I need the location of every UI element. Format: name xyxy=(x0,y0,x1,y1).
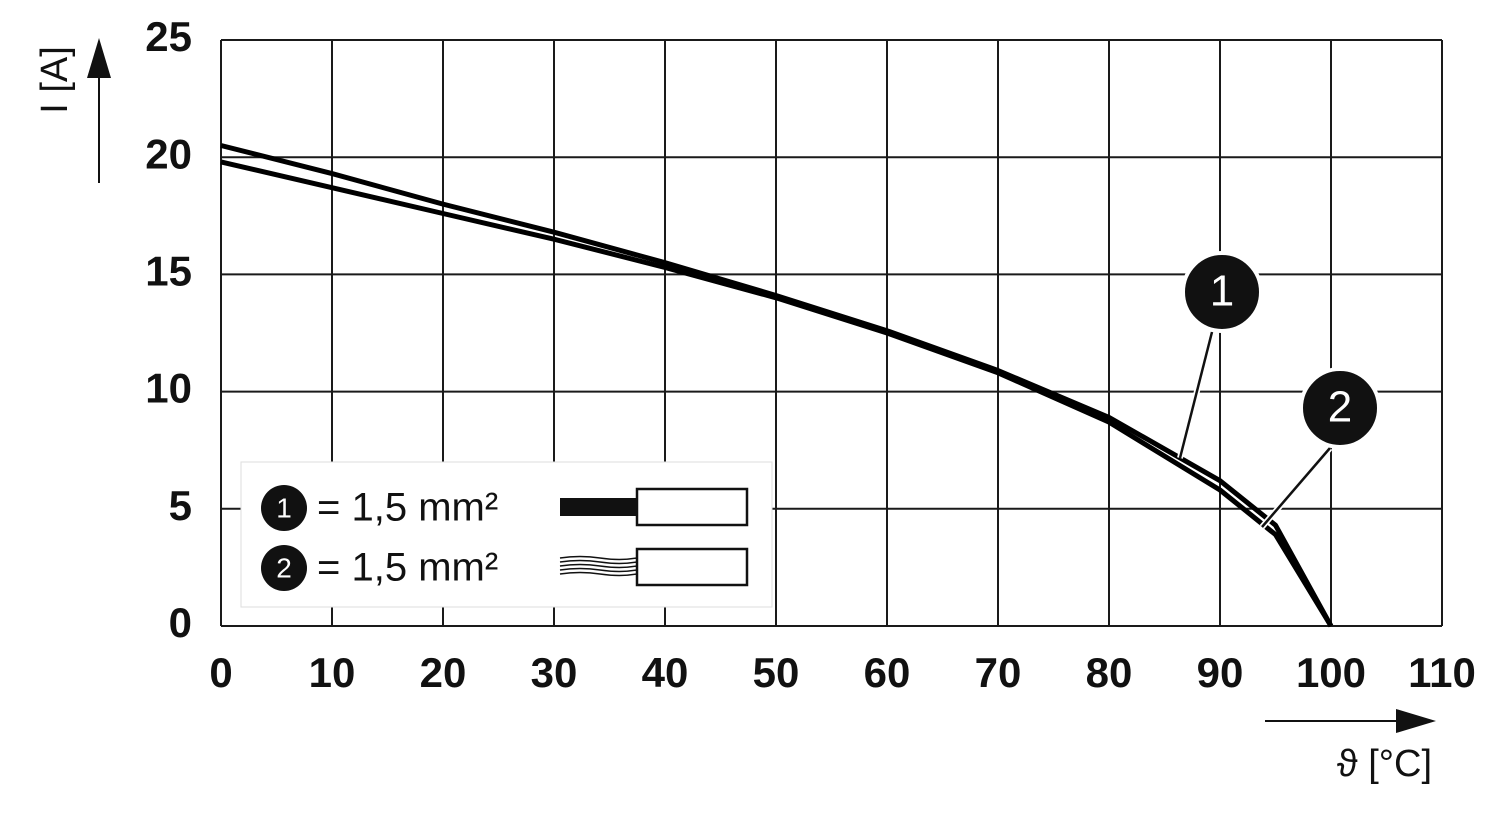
legend-strand xyxy=(559,563,638,569)
y-tick-label: 10 xyxy=(145,365,192,412)
lines xyxy=(220,143,1334,628)
callout-leader xyxy=(1178,331,1214,459)
x-tick-label: 0 xyxy=(209,649,232,696)
callout-badge xyxy=(1181,251,1263,333)
y-tick-label: 0 xyxy=(169,599,192,646)
line xyxy=(220,159,1334,628)
legend-strand xyxy=(559,559,638,565)
y-tick-label: 5 xyxy=(169,482,192,529)
x-tick-label: 100 xyxy=(1296,649,1366,696)
callouts: 12 xyxy=(1177,251,1381,529)
y-axis-arrow xyxy=(87,38,111,183)
legend-label: = 1,5 mm² xyxy=(317,486,498,530)
legend-solid-wire xyxy=(560,498,637,516)
x-tick-label: 10 xyxy=(309,649,356,696)
callout-number: 2 xyxy=(1328,383,1352,432)
y-tick-label: 15 xyxy=(145,247,192,294)
legend-ferrule xyxy=(635,547,749,587)
legend-ferrule xyxy=(635,487,749,527)
x-axis-label: ϑ [°C] xyxy=(1337,743,1432,785)
y-tick-label: 20 xyxy=(145,130,192,177)
legend-number: 2 xyxy=(276,552,292,583)
legend-label: = 1,5 mm² xyxy=(317,546,498,590)
legend-badge xyxy=(261,485,307,531)
legend-strand xyxy=(559,571,638,577)
x-tick-label: 60 xyxy=(864,649,911,696)
callout-leader xyxy=(1261,447,1331,528)
x-tick-label: 40 xyxy=(642,649,689,696)
x-axis-arrow xyxy=(1265,709,1436,733)
legend: 1 = 1,5 mm² 2 = 1,5 mm² xyxy=(240,461,773,608)
legend-strand xyxy=(559,555,638,561)
x-tick-label: 110 xyxy=(1408,649,1476,696)
x-tick-label: 50 xyxy=(753,649,800,696)
x-tick-label: 20 xyxy=(420,649,467,696)
callout-badge xyxy=(1299,367,1381,449)
x-tick-label: 90 xyxy=(1197,649,1244,696)
legend-strand xyxy=(559,567,638,573)
x-tick-label: 30 xyxy=(531,649,578,696)
y-axis-label: I [A] xyxy=(34,46,76,114)
x-tick-label: 80 xyxy=(1086,649,1133,696)
y-tick-label: 25 xyxy=(145,13,192,60)
callout-number: 1 xyxy=(1210,267,1234,316)
legend-number: 1 xyxy=(276,492,292,523)
x-tick-label: 70 xyxy=(975,649,1022,696)
legend-badge xyxy=(261,545,307,591)
